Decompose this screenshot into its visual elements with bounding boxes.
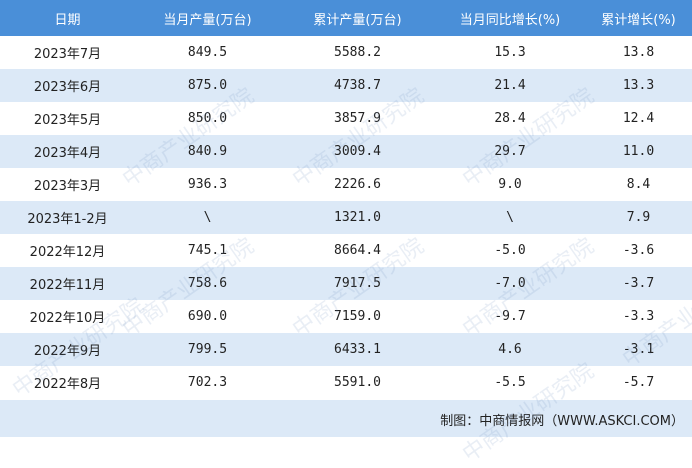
table-cell: 849.5 (187, 45, 228, 60)
table-cell: 2023年7月 (33, 47, 102, 62)
table-cell: -5.7 (622, 375, 655, 390)
table-cell: 936.3 (187, 177, 228, 192)
table-cell: 799.5 (135, 333, 280, 366)
table-row: 2023年3月 936.3 2226.6 9.0 8.4 (0, 168, 692, 201)
table-row: 2022年12月 745.1 8664.4 -5.0 -3.6 (0, 234, 692, 267)
table-body: 2023年7月 849.5 5588.2 15.3 13.8 2023年6月 875.0 47… (0, 36, 692, 399)
table-cell: 15.3 (494, 45, 526, 60)
table-cell: 5588.2 (334, 45, 381, 60)
table-cell: -7.0 (435, 267, 585, 300)
table-cell: 2022年12月 (29, 245, 106, 260)
table-cell: 1321.0 (280, 201, 435, 234)
header-cell: 累计产量(万台) (280, 0, 435, 36)
table-cell: 2022年8月 (33, 377, 102, 392)
table-cell: -5.5 (494, 375, 526, 390)
table-row: 2023年1-2月 \ 1321.0 \ 7.9 (0, 201, 692, 234)
table-cell: 29.7 (435, 135, 585, 168)
data-table: 日期 当月产量(万台) 累计产量(万台) 当月同比增长(%) 累计增长(%) 2023年… (0, 0, 692, 399)
table-cell: 13.8 (622, 45, 655, 60)
table-cell: 3857.9 (334, 111, 381, 126)
header-row: 日期 当月产量(万台) 累计产量(万台) 当月同比增长(%) 累计增长(%) (0, 0, 692, 36)
table-row: 2022年10月 690.0 7159.0 -9.7 -3.3 (0, 300, 692, 333)
table-row: 2022年8月 702.3 5591.0 -5.5 -5.7 (0, 366, 692, 399)
table-cell: 28.4 (494, 111, 526, 126)
table-cell: \ (135, 201, 280, 234)
table-cell: 702.3 (187, 375, 228, 390)
table-cell: 2023年5月 (33, 113, 102, 128)
table-cell: 850.0 (187, 111, 228, 126)
table-cell: 3009.4 (280, 135, 435, 168)
source-note: 制图：中商情报网（WWW.ASKCI.COM） (440, 414, 684, 429)
footer-band (0, 400, 692, 437)
table-cell: -3.7 (585, 267, 692, 300)
table-cell: -5.0 (494, 243, 526, 258)
table-cell: 6433.1 (280, 333, 435, 366)
table-cell: 7159.0 (334, 309, 381, 324)
table-cell: 7.9 (585, 201, 692, 234)
table-cell: -9.7 (494, 309, 526, 324)
table-cell: 12.4 (622, 111, 655, 126)
header-cell: 当月同比增长(%) (435, 0, 585, 36)
table-cell: 2226.6 (334, 177, 381, 192)
table-cell: 7917.5 (280, 267, 435, 300)
table-cell: 690.0 (187, 309, 228, 324)
table-cell: -3.3 (622, 309, 655, 324)
table-cell: 840.9 (135, 135, 280, 168)
table-cell: 4738.7 (280, 69, 435, 102)
table-row: 2023年7月 849.5 5588.2 15.3 13.8 (0, 36, 692, 69)
table-cell: 8.4 (626, 177, 651, 192)
table-cell: 2023年1-2月 (0, 201, 135, 234)
table-cell: 2022年11月 (0, 267, 135, 300)
table-cell: 875.0 (135, 69, 280, 102)
header-cell: 日期 (0, 0, 135, 36)
table-cell: 2022年10月 (29, 311, 106, 326)
table-cell: 21.4 (435, 69, 585, 102)
table-cell: 2022年9月 (0, 333, 135, 366)
table-cell: 2023年6月 (0, 69, 135, 102)
table-cell: 5591.0 (334, 375, 381, 390)
table-cell: 758.6 (135, 267, 280, 300)
table-cell: \ (435, 201, 585, 234)
table-cell: -3.6 (622, 243, 655, 258)
table-cell: 9.0 (498, 177, 522, 192)
table-row: 2023年6月 875.0 4738.7 21.4 13.3 (0, 69, 692, 102)
table-row: 2022年11月 758.6 7917.5 -7.0 -3.7 (0, 267, 692, 300)
table-cell: 2023年3月 (33, 179, 102, 194)
table-cell: -3.1 (585, 333, 692, 366)
table-row: 2022年9月 799.5 6433.1 4.6 -3.1 (0, 333, 692, 366)
table-row: 2023年4月 840.9 3009.4 29.7 11.0 (0, 135, 692, 168)
table-cell: 11.0 (585, 135, 692, 168)
header-cell: 当月产量(万台) (135, 0, 280, 36)
table-cell: 8664.4 (334, 243, 381, 258)
table-cell: 745.1 (187, 243, 228, 258)
header-cell: 累计增长(%) (585, 0, 692, 36)
table-row: 2023年5月 850.0 3857.9 28.4 12.4 (0, 102, 692, 135)
table-cell: 4.6 (435, 333, 585, 366)
table-cell: 2023年4月 (0, 135, 135, 168)
table-cell: 13.3 (585, 69, 692, 102)
